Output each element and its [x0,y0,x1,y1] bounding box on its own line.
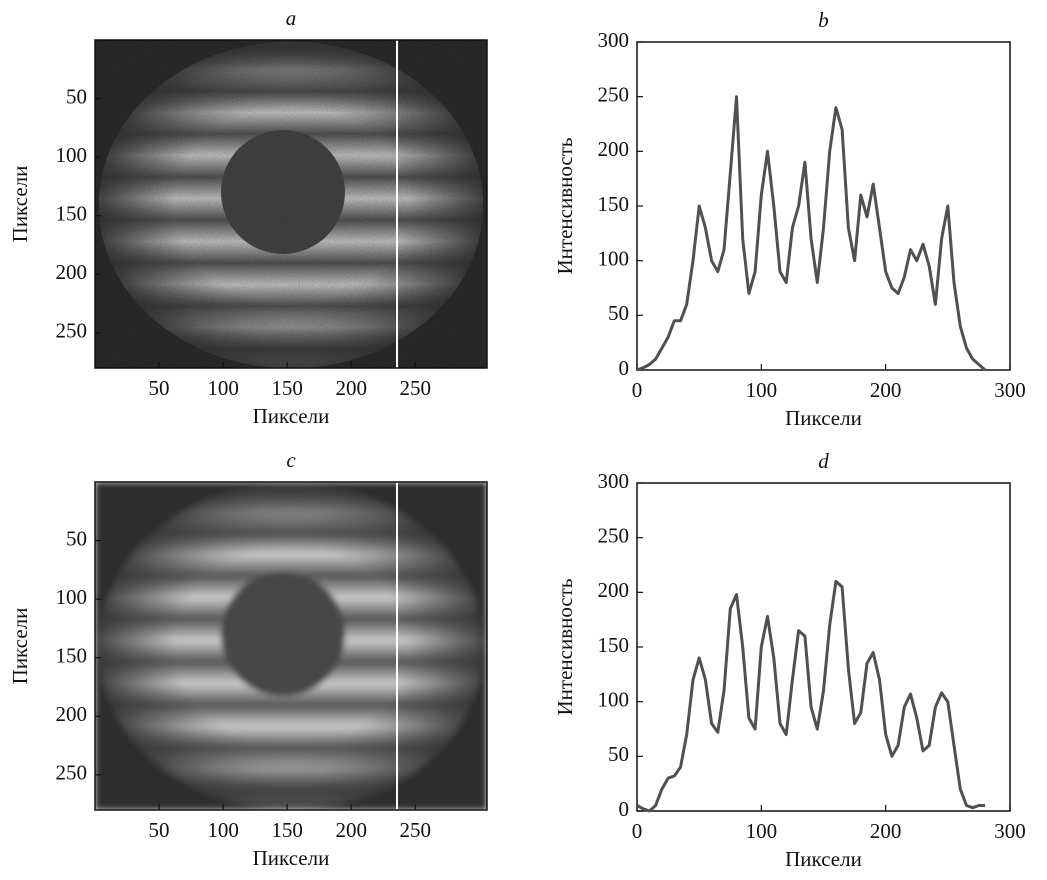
y-tick-label: 150 [598,192,630,216]
x-tick-label: 200 [335,376,367,400]
y-tick-label: 50 [66,526,87,550]
y-tick-label: 250 [56,319,88,343]
y-tick-label: 300 [598,469,630,493]
y-tick-label: 100 [598,687,630,711]
x-tick-label: 300 [994,378,1026,402]
x-tick-label: 100 [207,376,239,400]
y-tick-label: 200 [598,137,630,161]
x-tick-label: 0 [632,819,643,843]
panel-title: b [818,8,829,32]
x-tick-label: 150 [271,376,303,400]
x-tick-label: 150 [271,818,303,842]
x-tick-label: 200 [870,378,902,402]
panel-title: c [286,448,296,472]
intensity-line [636,95,987,372]
y-axis-label: Интенсивность [553,579,577,716]
y-tick-label: 50 [608,301,629,325]
image-c [95,482,487,810]
x-tick-label: 50 [149,818,170,842]
x-tick-label: 300 [994,819,1026,843]
y-tick-label: 100 [56,585,88,609]
y-tick-label: 100 [56,143,88,167]
x-axis-label: Пиксели [785,406,862,430]
plot-frame [636,41,1011,371]
x-tick-label: 200 [335,818,367,842]
y-tick-label: 0 [619,356,630,380]
y-axis-label: Интенсивность [553,138,577,275]
x-tick-label: 50 [149,376,170,400]
y-tick-label: 150 [56,644,88,668]
x-tick-label: 100 [746,378,778,402]
plot-frame [94,481,488,811]
y-tick-label: 150 [598,633,630,657]
y-tick-label: 150 [56,202,88,226]
panel-title: d [818,449,829,473]
y-axis-label: Пиксели [8,608,32,685]
y-tick-label: 300 [598,28,630,52]
y-axis-label: Пиксели [8,166,32,243]
y-tick-label: 250 [598,82,630,106]
x-tick-label: 0 [632,378,643,402]
y-tick-label: 250 [598,523,630,547]
plot-frame [94,39,488,369]
plot-frame [636,482,1011,812]
y-tick-label: 0 [619,797,630,821]
intensity-line [636,579,986,813]
x-axis-label: Пиксели [785,847,862,871]
y-tick-label: 200 [56,702,88,726]
panel-title: a [286,6,297,30]
x-tick-label: 200 [870,819,902,843]
x-tick-label: 250 [400,376,432,400]
x-tick-label: 100 [207,818,239,842]
x-axis-label: Пиксели [253,404,330,428]
y-tick-label: 200 [598,578,630,602]
x-tick-label: 100 [746,819,778,843]
image-a [95,40,487,368]
y-tick-label: 50 [66,84,87,108]
y-tick-label: 250 [56,761,88,785]
y-tick-label: 50 [608,742,629,766]
x-axis-label: Пиксели [253,846,330,870]
y-tick-label: 200 [56,260,88,284]
x-tick-label: 250 [400,818,432,842]
y-tick-label: 100 [598,246,630,270]
